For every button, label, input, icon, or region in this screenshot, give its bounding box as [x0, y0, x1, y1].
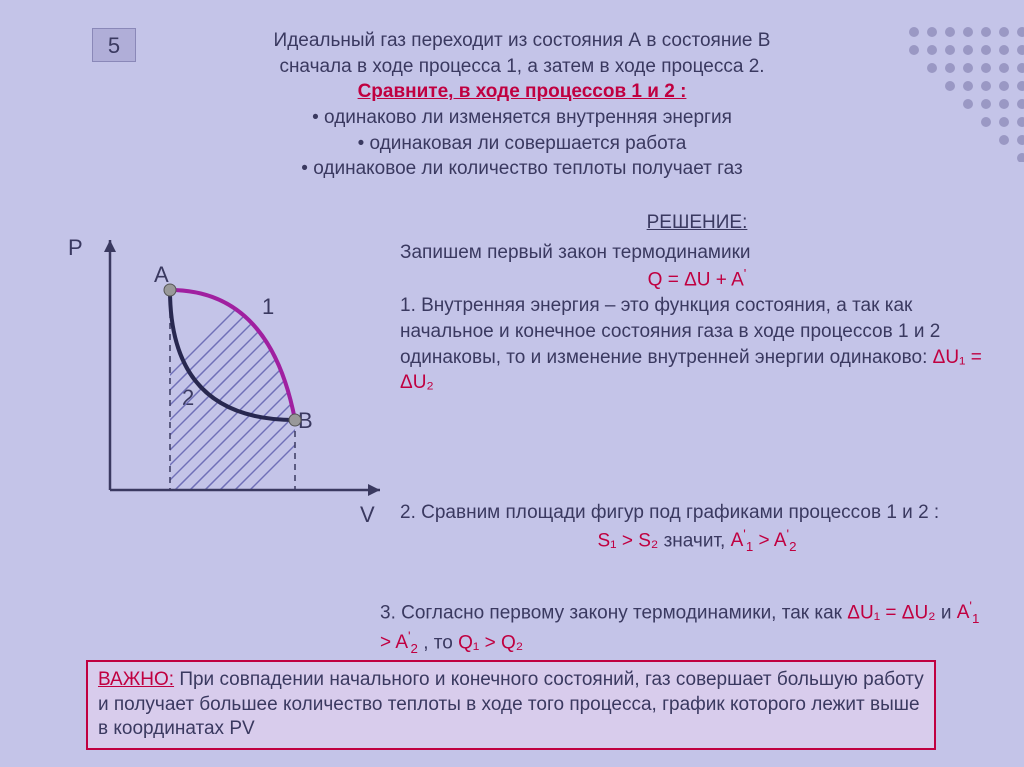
solution-intro: Запишем первый закон термодинамики — [400, 240, 994, 266]
important-text: При совпадении начального и конечного со… — [98, 669, 924, 739]
important-box: ВАЖНО: При совпадении начального и конеч… — [86, 660, 936, 750]
header-line: сначала в ходе процесса 1, а затем в ход… — [150, 54, 894, 80]
pv-diagram — [70, 230, 400, 520]
header-bullet: • одинаково ли изменяется внутренняя эне… — [150, 105, 894, 131]
header-bullet: • одинаковое ли количество теплоты получ… — [150, 156, 894, 182]
solution-p1: 1. Внутренняя энергия – это функция сост… — [400, 293, 994, 396]
first-law-equation: Q = ΔU + A' — [400, 265, 994, 293]
solution-p2: 2. Сравним площади фигур под графиками п… — [400, 500, 994, 526]
solution-block-2: 2. Сравним площади фигур под графиками п… — [400, 500, 994, 556]
solution-block-3: 3. Согласно первому закону термодинамики… — [380, 598, 994, 658]
problem-number-badge: 5 — [92, 28, 136, 62]
area-compare-equation: S₁ > S₂ значит, A'1 > A'2 — [400, 526, 994, 556]
solution-title: РЕШЕНИЕ: — [400, 210, 994, 236]
header-line: Идеальный газ переходит из состояния А в… — [150, 28, 894, 54]
problem-statement: Идеальный газ переходит из состояния А в… — [150, 28, 894, 182]
header-bullet: • одинаковая ли совершается работа — [150, 131, 894, 157]
important-label: ВАЖНО: — [98, 669, 174, 690]
decorative-dots — [904, 22, 1024, 162]
solution-block-1: РЕШЕНИЕ: Запишем первый закон термодинам… — [400, 210, 994, 396]
header-compare: Сравните, в ходе процессов 1 и 2 : — [150, 79, 894, 105]
